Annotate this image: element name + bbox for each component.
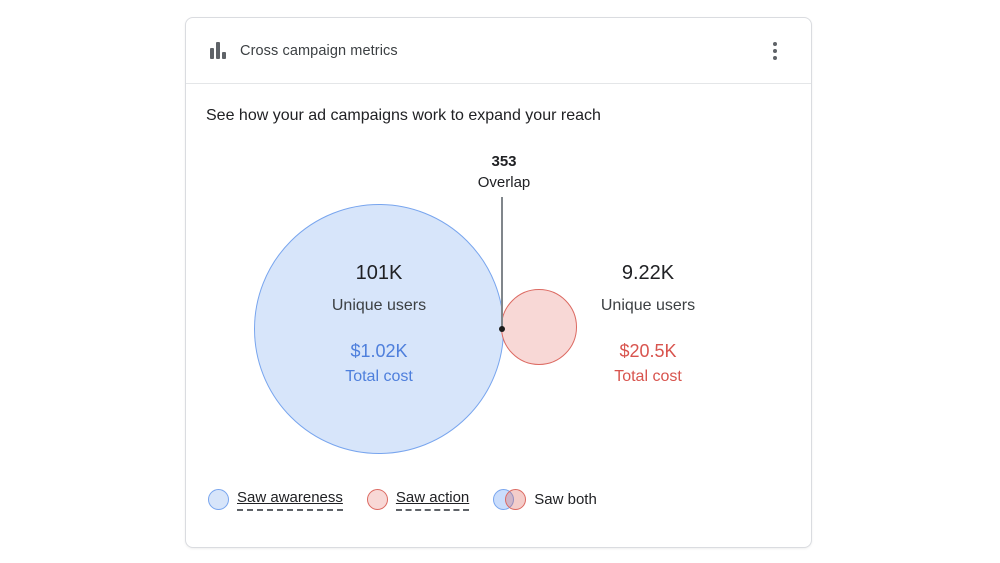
action-circle[interactable] <box>501 289 577 365</box>
cross-campaign-metrics-card: Cross campaign metrics See how your ad c… <box>185 17 812 548</box>
overlap-circles-swatch-icon <box>493 489 527 510</box>
awareness-unique-users-value: 101K <box>355 262 403 284</box>
overlap-callout: 353 Overlap <box>424 152 584 193</box>
card-title: Cross campaign metrics <box>240 42 398 59</box>
venn-diagram: 353 Overlap 101K Unique users $1.02K Tot… <box>186 84 811 504</box>
legend-label-saw-awareness: Saw awareness <box>237 488 343 511</box>
red-circle-swatch-icon <box>366 489 388 510</box>
action-total-cost-value: $20.5K <box>619 341 677 361</box>
legend: Saw awareness Saw action Saw both <box>208 488 597 511</box>
card-subtitle: See how your ad campaigns work to expand… <box>206 107 601 124</box>
legend-item-saw-awareness[interactable]: Saw awareness <box>208 488 343 511</box>
action-stats: 9.22K Unique users $20.5K Total cost <box>568 260 728 388</box>
blue-circle-swatch-icon <box>208 489 229 510</box>
action-unique-users-value: 9.22K <box>621 262 675 284</box>
awareness-unique-users-label: Unique users <box>331 297 427 314</box>
legend-item-saw-both[interactable]: Saw both <box>493 489 597 510</box>
overlap-point-dot <box>499 326 505 332</box>
awareness-stats: 101K Unique users $1.02K Total cost <box>254 260 504 388</box>
bar-chart-icon <box>210 42 226 59</box>
action-total-cost-label: Total cost <box>614 368 682 385</box>
overlap-label: Overlap <box>477 174 531 191</box>
card-body: See how your ad campaigns work to expand… <box>186 84 811 547</box>
awareness-total-cost-label: Total cost <box>345 368 413 385</box>
card-header: Cross campaign metrics <box>186 18 811 84</box>
legend-label-saw-action: Saw action <box>395 488 470 511</box>
legend-label-saw-both: Saw both <box>534 490 597 508</box>
overlap-value: 353 <box>491 153 517 170</box>
action-unique-users-label: Unique users <box>600 297 696 314</box>
card-header-left: Cross campaign metrics <box>210 42 398 59</box>
awareness-total-cost-value: $1.02K <box>350 341 408 361</box>
legend-item-saw-action[interactable]: Saw action <box>366 488 470 511</box>
overlap-callout-line <box>501 197 503 329</box>
kebab-menu-icon[interactable] <box>759 35 791 67</box>
